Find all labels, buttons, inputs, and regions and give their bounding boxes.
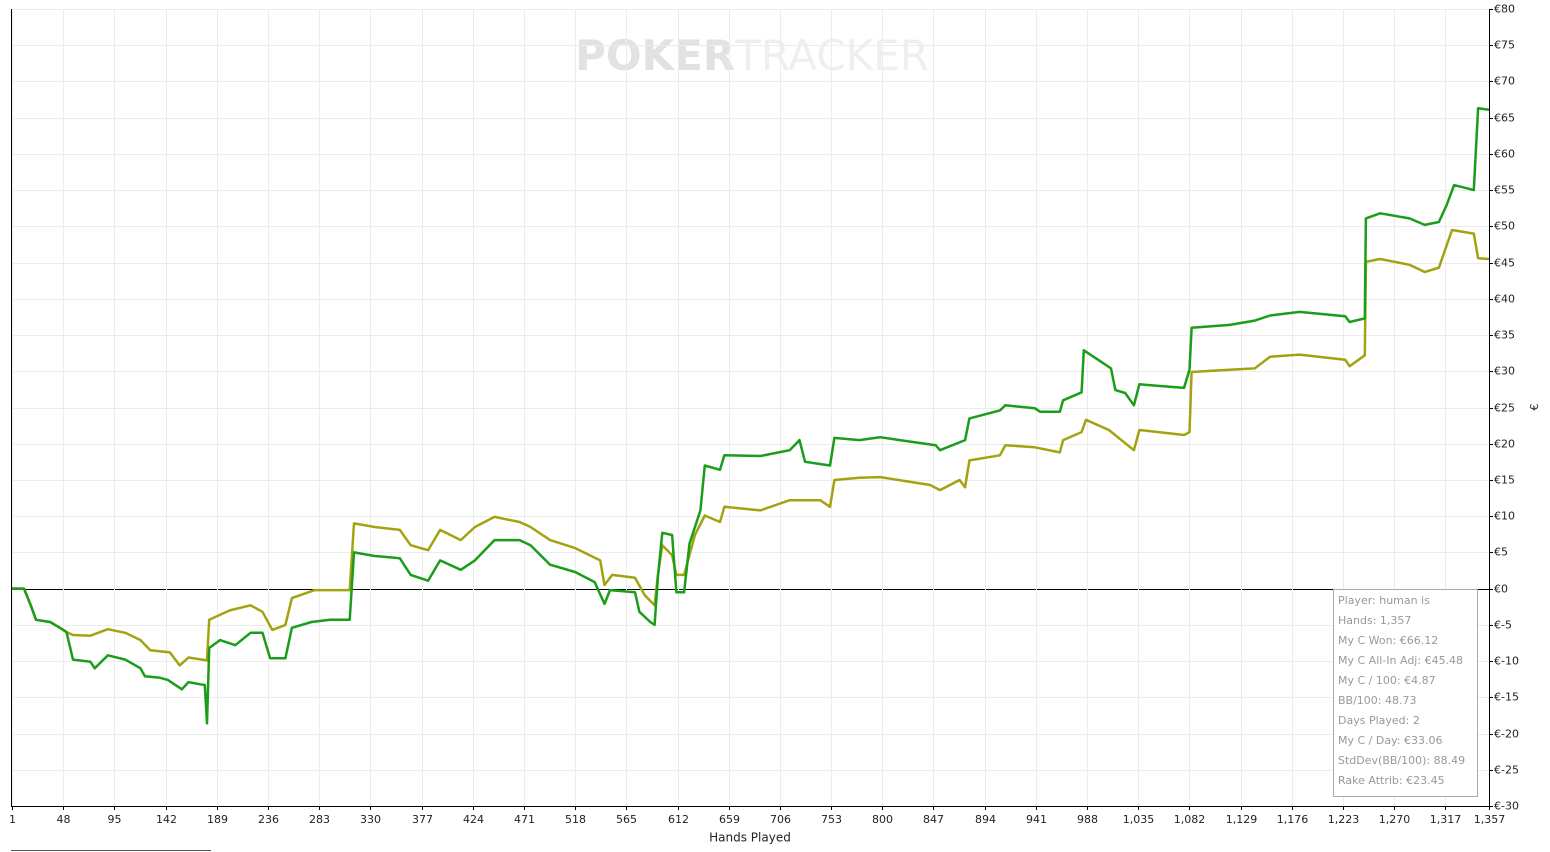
x-tick-label: 1,035: [1123, 813, 1155, 826]
x-tick-label: 1,129: [1226, 813, 1258, 826]
x-tick-label: 330: [360, 813, 381, 826]
x-tick-label: 894: [975, 813, 996, 826]
x-tick-label: 847: [923, 813, 944, 826]
x-tick-label: 800: [872, 813, 893, 826]
y-tick-label: €20: [1494, 438, 1515, 451]
x-tick-label: 1,082: [1174, 813, 1206, 826]
x-axis-label: Hands Played: [709, 831, 791, 845]
info-line: My C / Day: €33.06: [1338, 734, 1443, 747]
x-tick-label: 1,223: [1328, 813, 1360, 826]
y-tick-label: €-15: [1494, 691, 1519, 704]
info-line: Hands: 1,357: [1338, 614, 1411, 627]
y-tick-label: €45: [1494, 257, 1515, 270]
info-line: Rake Attrib: €23.45: [1338, 774, 1445, 787]
info-line: My C / 100: €4.87: [1338, 674, 1436, 687]
x-tick-label: 1,357: [1474, 813, 1506, 826]
x-tick-label: 612: [668, 813, 689, 826]
x-tick-label: 753: [821, 813, 842, 826]
y-tick-label: €0: [1494, 583, 1508, 596]
y-tick-label: €-10: [1494, 655, 1519, 668]
x-tick-label: 1: [9, 813, 16, 826]
y-tick-label: €35: [1494, 329, 1515, 342]
y-tick-label: €-20: [1494, 728, 1519, 741]
info-line: Days Played: 2: [1338, 714, 1420, 727]
x-tick-label: 1,270: [1379, 813, 1411, 826]
series-line: [12, 228, 1490, 667]
info-line: My C All-In Adj: €45.48: [1338, 654, 1463, 667]
x-tick-label: 189: [207, 813, 228, 826]
info-box-frame: [1333, 589, 1478, 797]
info-line: Player: human is: [1338, 594, 1430, 607]
y-tick-label: €15: [1494, 474, 1515, 487]
info-line: BB/100: 48.73: [1338, 694, 1417, 707]
y-tick-label: €5: [1494, 546, 1508, 559]
y-tick-label: €60: [1494, 148, 1515, 161]
info-box: Player: human is Hands: 1,357 My C Won: €6…: [1333, 589, 1478, 797]
y-tick-label: €40: [1494, 293, 1515, 306]
grid: [12, 9, 1490, 807]
y-tick-label: €-25: [1494, 764, 1519, 777]
lines: [12, 107, 1490, 725]
watermark-part: POKER: [575, 31, 735, 80]
x-tick-label: 988: [1077, 813, 1098, 826]
y-tick-label: €65: [1494, 112, 1515, 125]
y-axis-label: €: [1528, 404, 1541, 411]
x-tick-label: 565: [616, 813, 637, 826]
x-tick-label: 142: [156, 813, 177, 826]
y-tick-label: €25: [1494, 402, 1515, 415]
x-tick-label: 236: [258, 813, 279, 826]
y-tick-label: €70: [1494, 75, 1515, 88]
info-line: My C Won: €66.12: [1338, 634, 1438, 647]
x-tick-label: 48: [57, 813, 71, 826]
y-tick-label: €75: [1494, 39, 1515, 52]
info-line: StdDev(BB/100): 88.49: [1338, 754, 1465, 767]
x-tick-label: 706: [770, 813, 791, 826]
y-tick-label: €55: [1494, 184, 1515, 197]
y-tick-label: €50: [1494, 220, 1515, 233]
x-tick-label: 1,317: [1430, 813, 1462, 826]
x-tick-label: 377: [412, 813, 433, 826]
y-tick-label: €80: [1494, 3, 1515, 16]
watermark: POKERTRACKER: [575, 31, 929, 80]
x-tick-label: 941: [1026, 813, 1047, 826]
y-tick-label: €-5: [1494, 619, 1512, 632]
x-tick-label: 518: [565, 813, 586, 826]
x-tick-label: 283: [309, 813, 330, 826]
y-tick-label: €10: [1494, 510, 1515, 523]
x-tick-label: 1,176: [1277, 813, 1309, 826]
series-line: [12, 107, 1490, 725]
x-tick-label: 659: [719, 813, 740, 826]
x-tick-label: 95: [108, 813, 122, 826]
y-tick-label: €30: [1494, 365, 1515, 378]
x-tick-label: 424: [463, 813, 484, 826]
y-tick-label: €-30: [1494, 800, 1519, 813]
x-tick-label: 471: [514, 813, 535, 826]
